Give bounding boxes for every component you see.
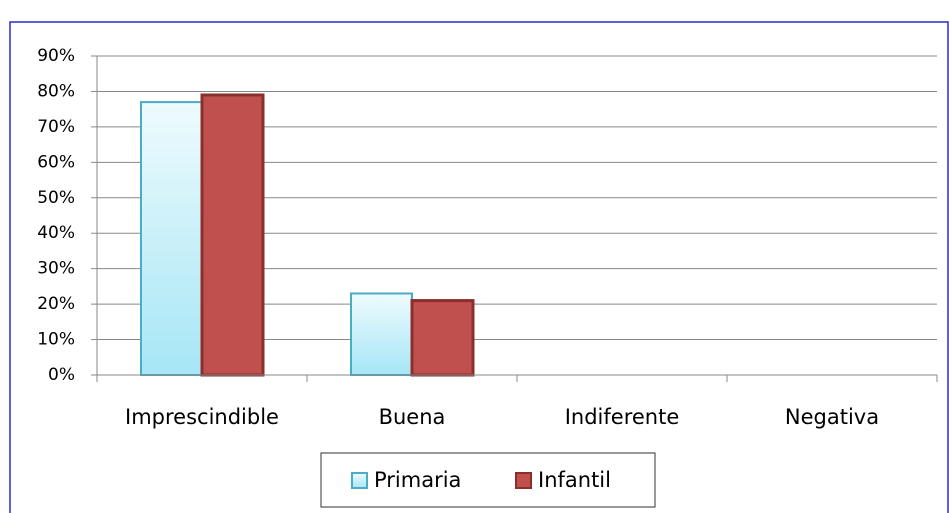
bar [410,299,475,377]
bar [350,292,413,377]
x-tick-label: Indiferente [565,405,680,429]
x-tick-label: Negativa [785,405,879,429]
legend-label: Primaria [374,468,461,492]
y-tick-label: 80% [37,81,75,101]
legend-marker [351,472,368,489]
y-tick-label: 10% [37,330,75,350]
legend-label: Infantil [538,468,611,492]
bar [140,101,203,376]
y-tick-label: 90% [37,46,75,66]
bar [200,93,265,377]
legend-marker [515,472,532,489]
y-tick-label: 20% [37,294,75,314]
y-tick-label: 40% [37,223,75,243]
legend-box [320,452,656,508]
x-tick-label: Imprescindible [125,405,279,429]
y-tick-label: 70% [37,117,75,137]
y-tick-label: 30% [37,259,75,279]
x-tick-label: Buena [379,405,446,429]
y-tick-label: 60% [37,152,75,172]
y-tick-label: 50% [37,188,75,208]
y-tick-label: 0% [48,365,75,385]
